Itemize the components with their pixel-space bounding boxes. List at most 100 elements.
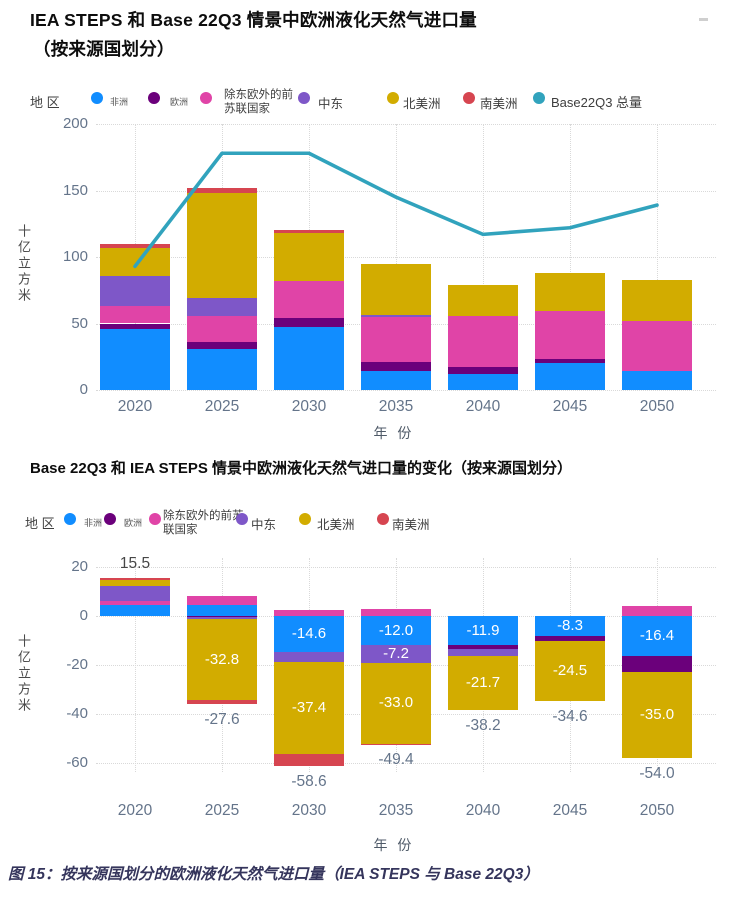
bar-segment-2045-北美洲[interactable] <box>535 272 605 311</box>
legend-swatch-非洲[interactable] <box>91 92 103 104</box>
bar-segment-2020-南美洲[interactable] <box>100 243 170 248</box>
bar-segment-2025-欧洲[interactable] <box>187 342 257 349</box>
bar-segment-2030-欧洲[interactable] <box>274 318 344 328</box>
legend-item-北美洲[interactable]: 北美洲 <box>317 518 355 532</box>
bar-segment-2035-非洲[interactable] <box>361 370 431 390</box>
bar-segment-2035-中东[interactable] <box>361 645 431 664</box>
legend-item-北美洲[interactable]: 北美洲 <box>403 97 441 111</box>
bar-segment-2045-非洲[interactable] <box>535 616 605 637</box>
bar-segment-2020-欧洲[interactable] <box>100 323 170 329</box>
bar-segment-2025-非洲[interactable] <box>187 348 257 390</box>
bar-segment-2025-北美洲[interactable] <box>187 619 257 700</box>
legend-item-非洲[interactable]: 非洲 <box>110 97 129 107</box>
bar-segment-2045-欧洲[interactable] <box>535 358 605 364</box>
gridline-vertical <box>657 124 658 390</box>
bar-segment-2040-欧洲[interactable] <box>448 645 518 650</box>
bar-segment-2040-欧洲[interactable] <box>448 366 518 375</box>
legend-swatch-Base22Q3 总量[interactable] <box>533 92 545 104</box>
bar-segment-2050-欧洲[interactable] <box>622 656 692 673</box>
legend-swatch-北美洲[interactable] <box>299 513 311 525</box>
legend-swatch-欧洲[interactable] <box>104 513 116 525</box>
bar-segment-2050-北美洲[interactable] <box>622 280 692 321</box>
bar-segment-2045-北美洲[interactable] <box>535 640 605 701</box>
bar-segment-2040-中东[interactable] <box>448 649 518 657</box>
legend-item-中东[interactable]: 中东 <box>318 97 344 111</box>
legend-swatch-南美洲[interactable] <box>377 513 389 525</box>
bar-segment-2025-中东[interactable] <box>187 617 257 620</box>
bar-segment-2030-北美洲[interactable] <box>274 662 344 754</box>
legend-item-中东[interactable]: 中东 <box>251 518 277 532</box>
bar-segment-2020-非洲[interactable] <box>100 328 170 390</box>
bar-segment-2035-北美洲[interactable] <box>361 263 431 315</box>
bar-segment-2030-北美洲[interactable] <box>274 233 344 281</box>
legend-item-Base22Q3 总量[interactable]: Base22Q3 总量 <box>551 95 643 110</box>
bar-segment-2020-除东欧外的前苏联国家[interactable] <box>100 600 170 606</box>
bar-segment-2025-南美洲[interactable] <box>187 187 257 194</box>
bar-segment-2020-非洲[interactable] <box>100 605 170 616</box>
bar-segment-2030-中东[interactable] <box>274 651 344 663</box>
legend-swatch-非洲[interactable] <box>64 513 76 525</box>
bar-segment-2020-除东欧外的前苏联国家[interactable] <box>100 306 170 324</box>
bar-segment-2030-除东欧外的前苏联国家[interactable] <box>274 609 344 616</box>
y-axis-tick-label: -40 <box>66 705 88 722</box>
bar-segment-2040-非洲[interactable] <box>448 374 518 390</box>
legend-item-除东欧外的前苏联国家[interactable]: 除东欧外的前苏联国家 <box>224 89 293 115</box>
bar-segment-2025-中东[interactable] <box>187 297 257 316</box>
bar-segment-2045-除东欧外的前苏联国家[interactable] <box>535 310 605 359</box>
bar-segment-2045-欧洲[interactable] <box>535 636 605 641</box>
bar-segment-2030-除东欧外的前苏联国家[interactable] <box>274 280 344 319</box>
legend-item-非洲[interactable]: 非洲 <box>84 518 103 528</box>
legend-swatch-除东欧外的前苏联国家[interactable] <box>200 92 212 104</box>
bar-segment-2025-欧洲[interactable] <box>187 616 257 618</box>
x-axis-tick-label: 2045 <box>552 802 588 819</box>
bar-segment-2025-非洲[interactable] <box>187 605 257 616</box>
legend-swatch-中东[interactable] <box>236 513 248 525</box>
bar-segment-2030-南美洲[interactable] <box>274 753 344 766</box>
bar-segment-2035-欧洲[interactable] <box>361 362 431 371</box>
bar-segment-2035-北美洲[interactable] <box>361 663 431 744</box>
legend-swatch-南美洲[interactable] <box>463 92 475 104</box>
bar-segment-2020-北美洲[interactable] <box>100 579 170 586</box>
bar-segment-2030-非洲[interactable] <box>274 327 344 390</box>
legend-item-南美洲[interactable]: 南美洲 <box>480 97 518 111</box>
y-axis-tick-label: 200 <box>62 115 88 132</box>
legend-swatch-中东[interactable] <box>298 92 310 104</box>
bar-segment-2050-北美洲[interactable] <box>622 672 692 759</box>
legend-item-南美洲[interactable]: 南美洲 <box>392 518 430 532</box>
bar-segment-2020-中东[interactable] <box>100 585 170 601</box>
bar-segment-2020-中东[interactable] <box>100 275 170 307</box>
bar-segment-2030-南美洲[interactable] <box>274 230 344 234</box>
bar-segment-2035-中东[interactable] <box>361 314 431 317</box>
bar-segment-2045-非洲[interactable] <box>535 363 605 390</box>
legend-item-欧洲[interactable]: 欧洲 <box>124 518 143 528</box>
bar-segment-2040-北美洲[interactable] <box>448 284 518 317</box>
bar-segment-2025-除东欧外的前苏联国家[interactable] <box>187 315 257 343</box>
bar-segment-2020-南美洲[interactable] <box>100 578 170 580</box>
bar-segment-2050-非洲[interactable] <box>622 370 692 390</box>
x-axis-tick-label: 2035 <box>378 398 414 415</box>
bar-segment-2050-除东欧外的前苏联国家[interactable] <box>622 320 692 371</box>
total-label: 15.5 <box>119 555 151 573</box>
gridline-vertical <box>396 124 397 390</box>
bar-segment-2035-非洲[interactable] <box>361 616 431 646</box>
gridline-horizontal <box>96 567 716 568</box>
bar-segment-2040-非洲[interactable] <box>448 616 518 646</box>
legend-swatch-欧洲[interactable] <box>148 92 160 104</box>
bar-segment-2050-非洲[interactable] <box>622 616 692 657</box>
bar-segment-2025-除东欧外的前苏联国家[interactable] <box>187 595 257 606</box>
bar-segment-2035-除东欧外的前苏联国家[interactable] <box>361 316 431 363</box>
bar-segment-2030-非洲[interactable] <box>274 616 344 652</box>
bar-segment-2025-南美洲[interactable] <box>187 699 257 704</box>
bar-segment-2020-北美洲[interactable] <box>100 247 170 276</box>
bar-segment-2035-除东欧外的前苏联国家[interactable] <box>361 608 431 616</box>
legend-item-欧洲[interactable]: 欧洲 <box>170 97 189 107</box>
bar-segment-2040-北美洲[interactable] <box>448 656 518 710</box>
legend-swatch-北美洲[interactable] <box>387 92 399 104</box>
y-axis-tick-label: 20 <box>71 558 88 575</box>
base22q3-total-line[interactable] <box>96 124 716 390</box>
bar-segment-2040-除东欧外的前苏联国家[interactable] <box>448 316 518 367</box>
legend-swatch-除东欧外的前苏联国家[interactable] <box>149 513 161 525</box>
bar-segment-2050-除东欧外的前苏联国家[interactable] <box>622 606 692 616</box>
bar-segment-2025-北美洲[interactable] <box>187 193 257 298</box>
legend-item-除东欧外的前苏联国家[interactable]: 除东欧外的前苏联国家 <box>163 510 244 536</box>
